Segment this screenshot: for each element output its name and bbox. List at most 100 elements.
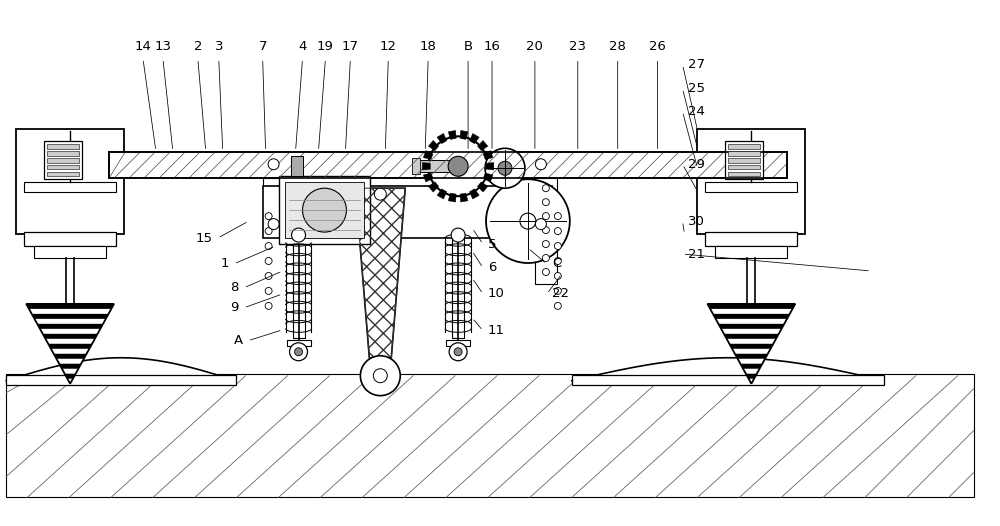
Polygon shape [26,304,114,309]
Text: 6: 6 [488,261,496,275]
Polygon shape [437,134,447,144]
Polygon shape [428,182,439,192]
Bar [47,145,79,149]
Circle shape [265,258,272,265]
Circle shape [485,148,525,188]
Bar [418,160,450,172]
Bar [285,182,364,238]
Circle shape [554,213,561,220]
Bar [725,141,763,179]
Circle shape [554,287,561,295]
Text: 25: 25 [688,82,705,95]
Text: 17: 17 [342,40,359,53]
Bar [24,232,116,246]
Text: A: A [234,335,243,347]
Polygon shape [43,334,98,339]
Polygon shape [355,188,405,358]
Circle shape [554,242,561,249]
Text: 26: 26 [649,40,666,53]
Polygon shape [707,304,795,383]
Bar [47,171,79,176]
Polygon shape [724,334,779,339]
Bar [728,165,760,169]
Bar [6,375,236,385]
Polygon shape [26,304,114,383]
Circle shape [292,228,306,242]
Bar [572,375,884,385]
Bar [728,158,760,163]
Text: 18: 18 [420,40,437,53]
Bar [715,246,787,258]
Bar [705,232,797,246]
Circle shape [542,227,549,234]
Circle shape [542,213,549,220]
Circle shape [265,213,272,220]
Polygon shape [422,163,430,170]
Circle shape [360,356,400,396]
Text: 21: 21 [688,248,705,260]
Bar [728,145,760,149]
Polygon shape [423,150,433,159]
Text: 4: 4 [298,40,307,53]
Circle shape [520,213,536,229]
Circle shape [428,136,488,196]
Polygon shape [729,344,773,349]
Circle shape [486,179,570,263]
Polygon shape [437,189,447,199]
Text: 13: 13 [154,40,171,53]
Bar [446,340,470,346]
Bar [109,153,787,178]
Bar [728,171,760,176]
Text: 1: 1 [220,258,229,270]
Text: 29: 29 [688,158,704,171]
Text: 3: 3 [214,40,223,53]
Bar [530,178,552,186]
Bar [47,165,79,169]
Bar [16,129,124,234]
Text: 9: 9 [230,301,239,315]
Polygon shape [483,150,493,159]
Polygon shape [718,324,784,329]
Circle shape [542,240,549,248]
Bar [44,141,82,179]
Polygon shape [448,193,456,202]
Circle shape [290,343,308,361]
Circle shape [448,156,468,176]
Circle shape [268,219,279,229]
Text: C: C [552,258,561,270]
Polygon shape [740,364,762,369]
Text: 5: 5 [488,238,497,250]
Text: 22: 22 [552,287,569,300]
Bar [263,178,285,186]
Polygon shape [460,193,468,202]
Text: 16: 16 [484,40,500,53]
Polygon shape [483,173,493,182]
Circle shape [265,242,272,249]
Circle shape [554,258,561,265]
Polygon shape [713,314,790,319]
Circle shape [542,199,549,206]
Polygon shape [469,134,479,144]
Circle shape [303,188,346,232]
Text: 28: 28 [609,40,626,53]
Text: 24: 24 [688,105,704,118]
Polygon shape [48,344,92,349]
Bar [291,156,303,176]
Circle shape [374,188,386,200]
Text: 27: 27 [688,58,705,71]
Bar [6,373,974,498]
Bar [47,151,79,156]
Bar [705,182,797,192]
Polygon shape [707,304,795,309]
Circle shape [295,348,303,356]
Text: 20: 20 [526,40,543,53]
Circle shape [554,228,561,235]
Text: 12: 12 [380,40,397,53]
Bar [287,340,311,346]
Bar [412,158,420,174]
Polygon shape [448,130,456,139]
Bar [728,151,760,156]
Text: 15: 15 [196,231,213,245]
Polygon shape [65,373,76,379]
Circle shape [265,287,272,295]
